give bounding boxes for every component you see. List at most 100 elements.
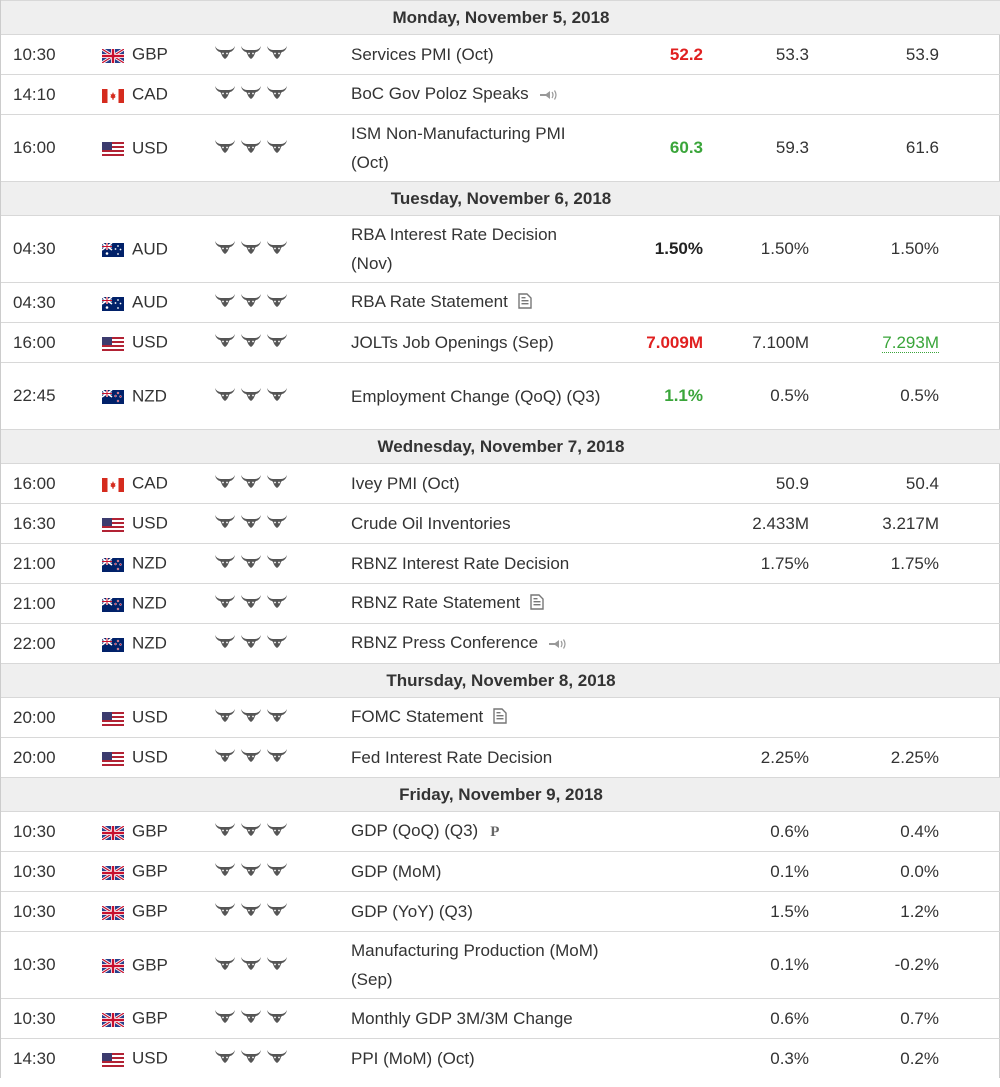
event-row[interactable]: 22:00 NZD RBNZ Press Conference — [1, 623, 1000, 664]
forecast-value: 0.1% — [703, 931, 809, 999]
event-name[interactable]: GDP (QoQ) (Q3) — [351, 821, 479, 840]
bull-icon — [240, 473, 262, 494]
event-name-cell[interactable]: Employment Change (QoQ) (Q3) — [351, 362, 611, 430]
bull-icon — [266, 84, 288, 105]
event-name[interactable]: Employment Change (QoQ) (Q3) — [351, 386, 601, 406]
currency-cell: NZD — [101, 583, 214, 624]
forecast-value: 0.1% — [703, 851, 809, 892]
event-row[interactable]: 21:00 NZD RBNZ Interest Rate Decision 1.… — [1, 543, 1000, 584]
event-row[interactable]: 14:30 USD PPI (MoM) (Oct) 0.3% 0.2% — [1, 1038, 1000, 1078]
bull-icon — [214, 1008, 236, 1029]
day-label: Monday, November 5, 2018 — [1, 0, 1000, 35]
event-row[interactable]: 04:30 AUD RBA Interest Rate Decision (No… — [1, 215, 1000, 283]
event-name-cell[interactable]: Manufacturing Production (MoM) (Sep) — [351, 931, 611, 999]
row-spacer — [939, 623, 1000, 664]
event-name-cell[interactable]: Services PMI (Oct) — [351, 34, 611, 75]
event-name-cell[interactable]: Crude Oil Inventories — [351, 503, 611, 544]
event-row[interactable]: 04:30 AUD RBA Rate Statement — [1, 282, 1000, 323]
event-name-cell[interactable]: RBNZ Press Conference — [351, 623, 611, 664]
event-name[interactable]: BoC Gov Poloz Speaks — [351, 84, 529, 104]
event-name-cell[interactable]: JOLTs Job Openings (Sep) — [351, 322, 611, 363]
event-name[interactable]: RBNZ Press Conference — [351, 633, 539, 653]
event-row[interactable]: 10:30 GBP GDP (MoM) 0.1% 0.0% — [1, 851, 1000, 892]
event-row[interactable]: 14:10 CAD BoC Gov Poloz Speaks — [1, 74, 1000, 115]
actual-value — [611, 282, 703, 323]
event-name[interactable]: RBA Interest Rate Decision (Nov) — [351, 225, 557, 273]
row-spacer — [939, 463, 1000, 504]
flag-us-icon — [102, 517, 124, 532]
bull-icon — [214, 84, 236, 105]
event-name[interactable]: Manufacturing Production (MoM) (Sep) — [351, 941, 599, 989]
event-name[interactable]: Services PMI (Oct) — [351, 45, 494, 64]
event-name[interactable]: RBA Rate Statement — [351, 292, 508, 312]
event-name[interactable]: RBNZ Rate Statement — [351, 593, 521, 613]
event-name-cell[interactable]: Fed Interest Rate Decision — [351, 737, 611, 778]
event-name[interactable]: Fed Interest Rate Decision — [351, 748, 553, 767]
forecast-value — [703, 282, 809, 323]
event-row[interactable]: 10:30 GBP Manufacturing Production (MoM)… — [1, 931, 1000, 999]
event-name-cell[interactable]: PPI (MoM) (Oct) — [351, 1038, 611, 1078]
document-icon[interactable] — [530, 590, 544, 619]
event-name-cell[interactable]: Ivey PMI (Oct) — [351, 463, 611, 504]
event-row[interactable]: 10:30 GBP Services PMI (Oct) 52.2 53.3 5… — [1, 34, 1000, 75]
event-name-cell[interactable]: GDP (QoQ) (Q3) P — [351, 811, 611, 852]
event-name-cell[interactable]: RBA Rate Statement — [351, 282, 611, 323]
event-name[interactable]: FOMC Statement — [351, 707, 484, 727]
event-row[interactable]: 22:45 NZD Employment Change (QoQ) (Q3) 1… — [1, 362, 1000, 430]
event-name[interactable]: GDP (YoY) (Q3) — [351, 902, 473, 921]
flag-gb-icon — [101, 47, 125, 65]
document-icon[interactable] — [493, 704, 507, 733]
speech-icon[interactable] — [539, 81, 559, 110]
bull-icon — [240, 239, 262, 260]
event-name-cell[interactable]: ISM Non-Manufacturing PMI (Oct) — [351, 114, 611, 182]
event-row[interactable]: 10:30 GBP Monthly GDP 3M/3M Change 0.6% … — [1, 998, 1000, 1039]
revised-previous-value[interactable]: 7.293M — [882, 332, 939, 353]
row-spacer — [939, 215, 1000, 283]
forecast-value: 53.3 — [703, 34, 809, 75]
event-name[interactable]: JOLTs Job Openings (Sep) — [351, 333, 554, 352]
currency-cell: NZD — [101, 543, 214, 584]
event-time: 16:00 — [1, 114, 102, 182]
event-name-cell[interactable]: Monthly GDP 3M/3M Change — [351, 998, 611, 1039]
event-name[interactable]: GDP (MoM) — [351, 862, 442, 881]
currency-code: USD — [132, 138, 168, 158]
currency-code: GBP — [132, 901, 168, 921]
event-row[interactable]: 16:00 USD ISM Non-Manufacturing PMI (Oct… — [1, 114, 1000, 182]
event-row[interactable]: 16:00 USD JOLTs Job Openings (Sep) 7.009… — [1, 322, 1000, 363]
event-time: 21:00 — [1, 583, 102, 624]
day-label: Wednesday, November 7, 2018 — [1, 429, 1000, 464]
event-row[interactable]: 16:00 CAD Ivey PMI (Oct) 50.9 50.4 — [1, 463, 1000, 504]
event-name[interactable]: RBNZ Interest Rate Decision — [351, 554, 570, 573]
event-row[interactable]: 21:00 NZD RBNZ Rate Statement — [1, 583, 1000, 624]
event-row[interactable]: 16:30 USD Crude Oil Inventories 2.433M 3… — [1, 503, 1000, 544]
row-spacer — [939, 503, 1000, 544]
bull-icon — [266, 44, 288, 65]
event-name-cell[interactable]: GDP (YoY) (Q3) — [351, 891, 611, 932]
event-time: 10:30 — [1, 998, 102, 1039]
event-name-cell[interactable]: RBNZ Rate Statement — [351, 583, 611, 624]
event-row[interactable]: 20:00 USD FOMC Statement — [1, 697, 1000, 738]
event-name-cell[interactable]: FOMC Statement — [351, 697, 611, 738]
event-row[interactable]: 10:30 GBP GDP (QoQ) (Q3) P 0.6% 0.4% — [1, 811, 1000, 852]
event-name[interactable]: ISM Non-Manufacturing PMI (Oct) — [351, 124, 566, 172]
speech-icon[interactable] — [548, 630, 568, 659]
importance-cell — [214, 851, 351, 892]
event-row[interactable]: 20:00 USD Fed Interest Rate Decision 2.2… — [1, 737, 1000, 778]
actual-value: 60.3 — [611, 114, 703, 182]
bull-icon — [266, 292, 288, 313]
actual-value: 52.2 — [611, 34, 703, 75]
event-name[interactable]: Ivey PMI (Oct) — [351, 474, 460, 493]
event-name[interactable]: Monthly GDP 3M/3M Change — [351, 1009, 573, 1028]
event-name-cell[interactable]: RBA Interest Rate Decision (Nov) — [351, 215, 611, 283]
bull-icon — [240, 1008, 262, 1029]
importance-cell — [214, 463, 351, 504]
event-name-cell[interactable]: GDP (MoM) — [351, 851, 611, 892]
document-icon[interactable] — [518, 289, 532, 318]
event-name[interactable]: Crude Oil Inventories — [351, 514, 511, 533]
event-row[interactable]: 10:30 GBP GDP (YoY) (Q3) 1.5% 1.2% — [1, 891, 1000, 932]
event-name-cell[interactable]: RBNZ Interest Rate Decision — [351, 543, 611, 584]
event-name-cell[interactable]: BoC Gov Poloz Speaks — [351, 74, 611, 115]
event-name[interactable]: PPI (MoM) (Oct) — [351, 1049, 475, 1068]
previous-value: 53.9 — [809, 34, 939, 75]
previous-value: 7.293M — [809, 322, 939, 363]
